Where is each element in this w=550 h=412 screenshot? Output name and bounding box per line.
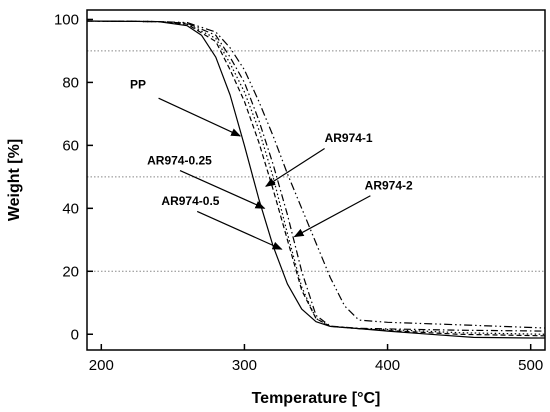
y-axis-title: Weight [%]: [6, 139, 23, 221]
annotation-label: AR974-2: [365, 178, 413, 192]
annotation-arrow: [265, 148, 325, 187]
series-AR974-0.25: [86, 20, 546, 337]
axis-ticks: 200 300 400 500 0 20 40 60 80 100: [54, 11, 543, 374]
annotation-label: PP: [130, 78, 146, 92]
series-AR974-2: [86, 20, 546, 329]
x-tick-label: 300: [232, 357, 257, 374]
x-tick-label: 400: [375, 357, 400, 374]
annotation-arrow: [196, 210, 283, 250]
y-tick-label: 20: [62, 263, 79, 280]
series-AR974-0.5: [86, 20, 546, 335]
y-tick-label: 100: [54, 11, 79, 28]
data-series: [86, 20, 546, 339]
annotation-arrow: [293, 195, 371, 238]
reference-lines: [87, 50, 545, 272]
annotation-arrow: [158, 97, 242, 137]
annotation-label: AR974-0.5: [161, 194, 219, 208]
x-axis-title: Temperature [°C]: [252, 390, 381, 407]
annotation-label: AR974-1: [325, 131, 373, 145]
annotation-arrow: [179, 170, 266, 209]
y-tick-label: 40: [62, 200, 79, 217]
y-tick-label: 60: [62, 137, 79, 154]
annotation-label: AR974-0.25: [147, 153, 212, 167]
y-tick-label: 0: [71, 326, 79, 343]
plot-frame: [86, 9, 546, 351]
x-tick-label: 200: [89, 357, 114, 374]
y-tick-label: 80: [62, 74, 79, 91]
annotations: PP AR974-1 AR974-0.25 AR974-2 AR974-0.5: [130, 78, 413, 250]
series-PP: [86, 20, 545, 339]
x-tick-label: 500: [518, 357, 543, 374]
series-AR974-1: [86, 20, 546, 332]
